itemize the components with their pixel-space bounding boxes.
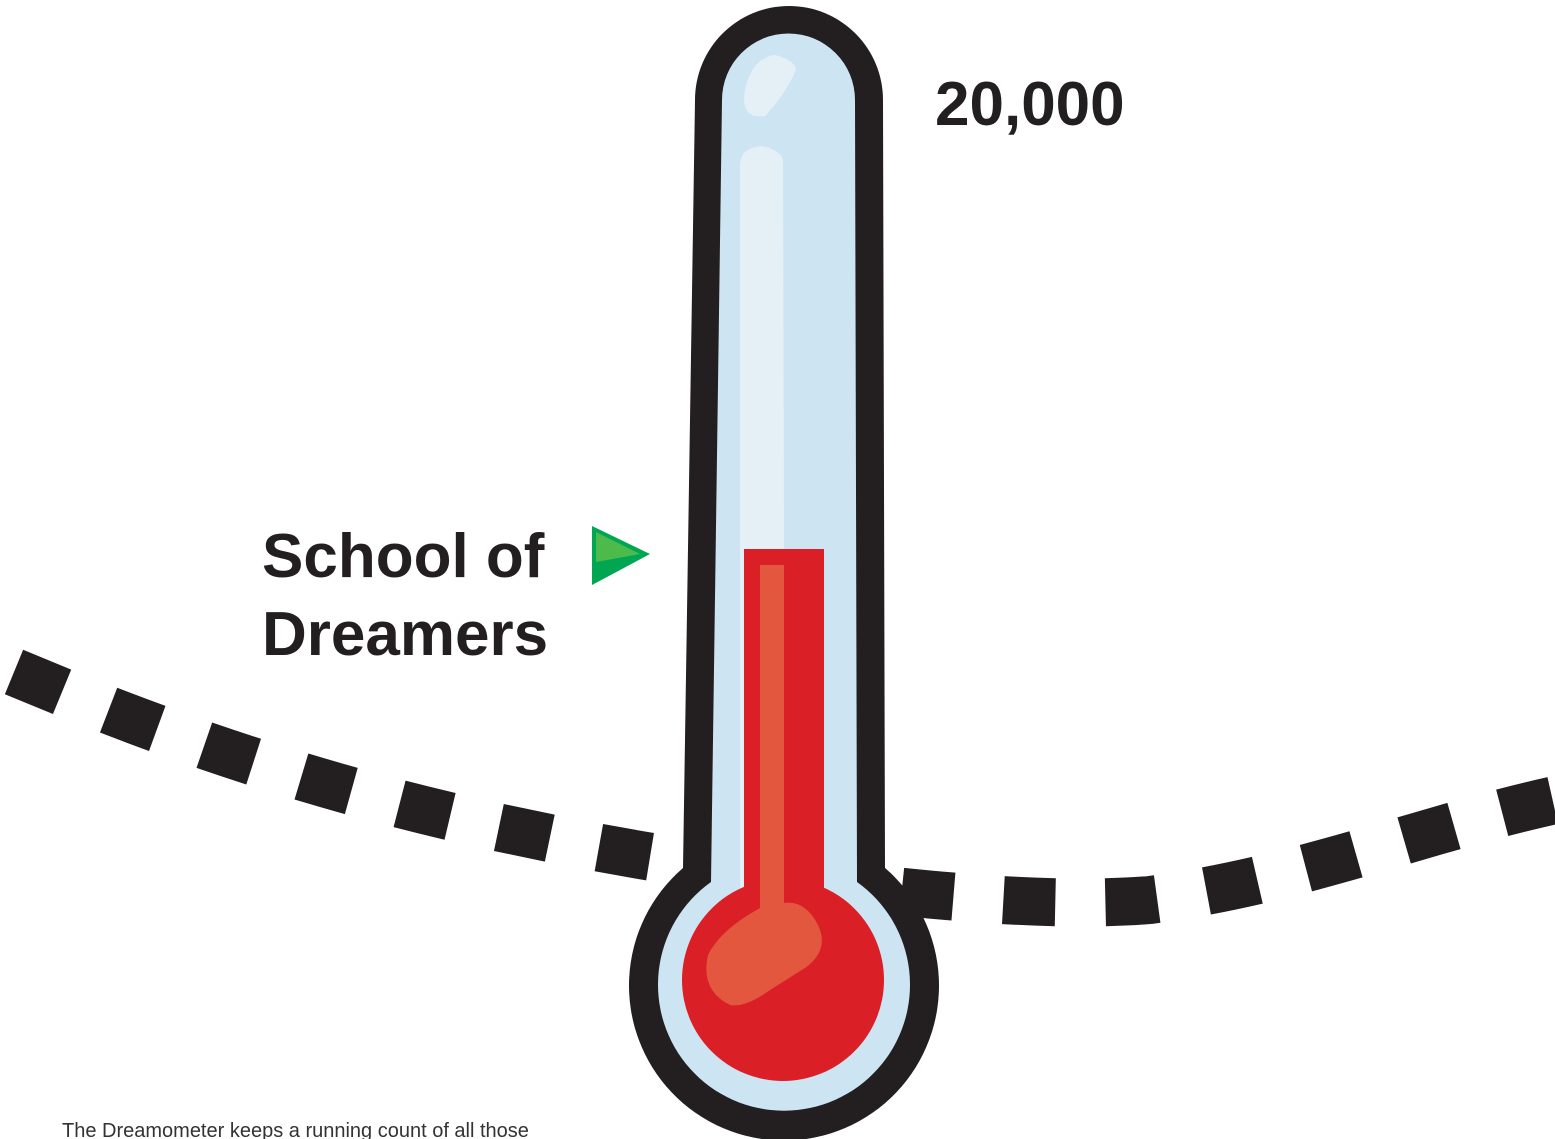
- thermometer: [629, 6, 939, 1139]
- dreamometer: 20,000 School of Dreamers The Dreamomete…: [0, 0, 1555, 1139]
- goal-label: 20,000: [935, 70, 1125, 139]
- marker-label: School of: [262, 522, 545, 591]
- marker-label: Dreamers: [262, 600, 548, 669]
- caption: The Dreamometer keeps a running count of…: [62, 1120, 529, 1139]
